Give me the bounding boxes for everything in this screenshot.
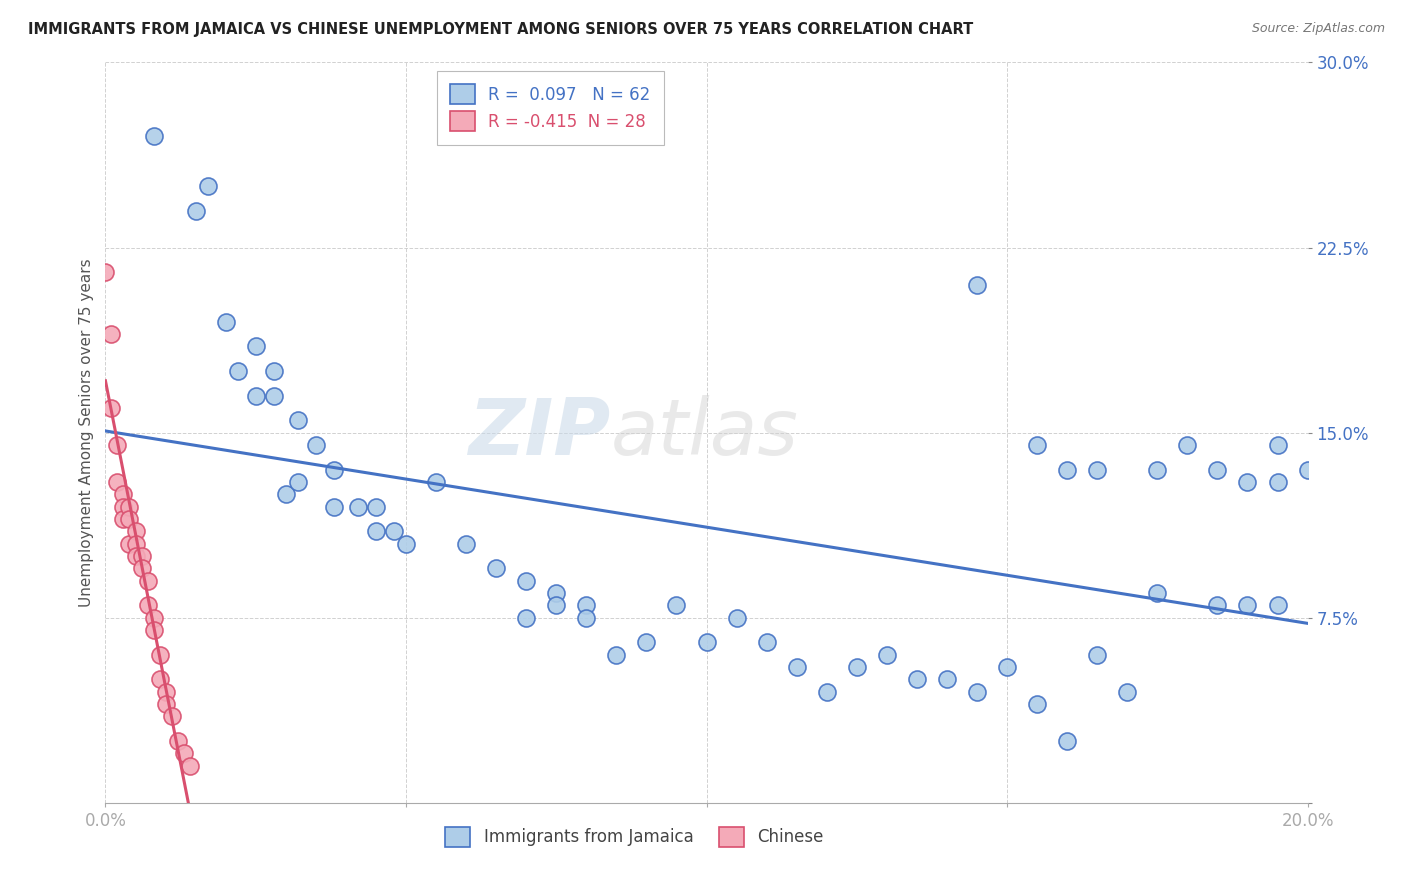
Point xyxy=(131,549,153,563)
Legend: Immigrants from Jamaica, Chinese: Immigrants from Jamaica, Chinese xyxy=(439,820,830,854)
Point xyxy=(364,500,387,514)
Point xyxy=(184,203,207,218)
Point xyxy=(245,339,267,353)
Point xyxy=(755,635,778,649)
Point xyxy=(382,524,405,539)
Point xyxy=(725,610,748,624)
Point xyxy=(166,734,188,748)
Point xyxy=(966,685,988,699)
Point xyxy=(1085,648,1108,662)
Text: IMMIGRANTS FROM JAMAICA VS CHINESE UNEMPLOYMENT AMONG SENIORS OVER 75 YEARS CORR: IMMIGRANTS FROM JAMAICA VS CHINESE UNEMP… xyxy=(28,22,973,37)
Point xyxy=(136,599,159,613)
Point xyxy=(124,524,146,539)
Point xyxy=(287,413,309,427)
Point xyxy=(226,364,249,378)
Point xyxy=(395,536,418,550)
Point xyxy=(322,462,344,476)
Point xyxy=(274,487,297,501)
Point xyxy=(112,487,135,501)
Point xyxy=(100,326,122,341)
Point xyxy=(124,536,146,550)
Text: Source: ZipAtlas.com: Source: ZipAtlas.com xyxy=(1251,22,1385,36)
Point xyxy=(515,610,537,624)
Point xyxy=(107,438,129,452)
Point xyxy=(966,277,988,292)
Point xyxy=(364,524,387,539)
Point xyxy=(1026,697,1049,711)
Point xyxy=(936,673,959,687)
Y-axis label: Unemployment Among Seniors over 75 years: Unemployment Among Seniors over 75 years xyxy=(79,259,94,607)
Point xyxy=(546,586,568,600)
Point xyxy=(142,610,165,624)
Point xyxy=(173,747,195,761)
Point xyxy=(160,709,183,723)
Text: ZIP: ZIP xyxy=(468,394,610,471)
Point xyxy=(696,635,718,649)
Point xyxy=(1267,599,1289,613)
Point xyxy=(1236,475,1258,489)
Point xyxy=(118,500,141,514)
Point xyxy=(142,129,165,144)
Point xyxy=(1206,462,1229,476)
Point xyxy=(148,673,170,687)
Point xyxy=(456,536,478,550)
Point xyxy=(1085,462,1108,476)
Point xyxy=(1116,685,1139,699)
Point xyxy=(118,536,141,550)
Point xyxy=(665,599,688,613)
Point xyxy=(425,475,447,489)
Point xyxy=(124,549,146,563)
Point xyxy=(995,660,1018,674)
Point xyxy=(905,673,928,687)
Point xyxy=(546,599,568,613)
Point xyxy=(263,364,285,378)
Point xyxy=(112,512,135,526)
Point xyxy=(1146,586,1168,600)
Point xyxy=(1267,438,1289,452)
Point xyxy=(136,574,159,588)
Point xyxy=(347,500,370,514)
Point xyxy=(1056,462,1078,476)
Point xyxy=(786,660,808,674)
Point xyxy=(845,660,868,674)
Point xyxy=(155,685,177,699)
Point xyxy=(155,697,177,711)
Point xyxy=(605,648,627,662)
Point xyxy=(1206,599,1229,613)
Point xyxy=(263,388,285,402)
Point xyxy=(100,401,122,415)
Point xyxy=(575,599,598,613)
Point xyxy=(1177,438,1199,452)
Point xyxy=(142,623,165,637)
Point xyxy=(1296,462,1319,476)
Point xyxy=(287,475,309,489)
Point xyxy=(197,178,219,193)
Point xyxy=(485,561,508,575)
Text: atlas: atlas xyxy=(610,394,799,471)
Point xyxy=(575,610,598,624)
Point xyxy=(107,475,129,489)
Point xyxy=(148,648,170,662)
Point xyxy=(305,438,328,452)
Point xyxy=(131,561,153,575)
Point xyxy=(179,758,201,772)
Point xyxy=(94,265,117,279)
Point xyxy=(1056,734,1078,748)
Point xyxy=(876,648,898,662)
Point xyxy=(1146,462,1168,476)
Point xyxy=(1026,438,1049,452)
Point xyxy=(245,388,267,402)
Point xyxy=(815,685,838,699)
Point xyxy=(112,500,135,514)
Point xyxy=(322,500,344,514)
Point xyxy=(1236,599,1258,613)
Point xyxy=(118,512,141,526)
Point xyxy=(515,574,537,588)
Point xyxy=(214,314,236,328)
Point xyxy=(1267,475,1289,489)
Point xyxy=(636,635,658,649)
